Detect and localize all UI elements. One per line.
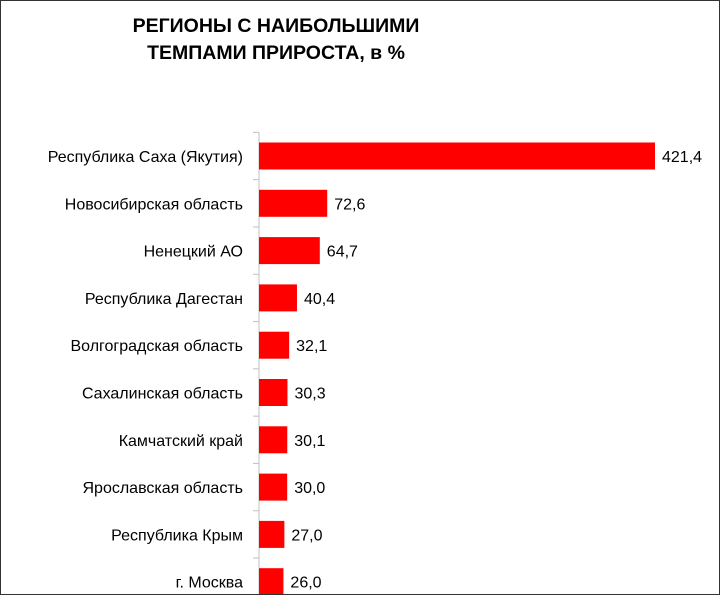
category-label: Сахалинская область xyxy=(82,386,243,403)
data-label: 32,1 xyxy=(296,338,327,355)
bar xyxy=(259,426,288,454)
bar xyxy=(259,473,288,501)
bar xyxy=(259,284,297,312)
data-label: 26,0 xyxy=(290,575,321,592)
category-label: Республика Дагестан xyxy=(85,291,243,308)
data-label: 40,4 xyxy=(304,291,335,308)
bar xyxy=(259,568,284,594)
category-label: Новосибирская область xyxy=(65,196,243,213)
data-label: 27,0 xyxy=(291,527,322,544)
data-label: 64,7 xyxy=(327,244,358,261)
bar xyxy=(259,237,320,265)
data-label: 30,1 xyxy=(294,433,325,450)
chart-title-line-2: ТЕМПАМИ ПРИРОСТА, в % xyxy=(147,42,405,64)
bar xyxy=(259,379,288,406)
bar xyxy=(259,520,285,548)
category-label: Камчатский край xyxy=(119,433,243,450)
chart-title: РЕГИОНЫ С НАИБОЛЬШИМИ ТЕМПАМИ ПРИРОСТА, … xyxy=(101,13,451,67)
category-label: г. Москва xyxy=(176,575,244,592)
category-label: Ненецкий АО xyxy=(144,244,243,261)
data-label: 421,4 xyxy=(662,149,702,166)
category-label: Ярославская область xyxy=(82,480,243,497)
data-label: 30,3 xyxy=(294,386,325,403)
data-label: 72,6 xyxy=(334,196,365,213)
bar xyxy=(259,142,655,170)
bar xyxy=(259,331,290,359)
category-label: Республика Саха (Якутия) xyxy=(48,149,243,166)
category-label: Республика Крым xyxy=(111,527,243,544)
chart-title-line-1: РЕГИОНЫ С НАИБОЛЬШИМИ xyxy=(132,15,420,37)
category-label: Волгоградская область xyxy=(70,338,243,355)
data-label: 30,0 xyxy=(294,480,325,497)
bar xyxy=(259,189,328,217)
